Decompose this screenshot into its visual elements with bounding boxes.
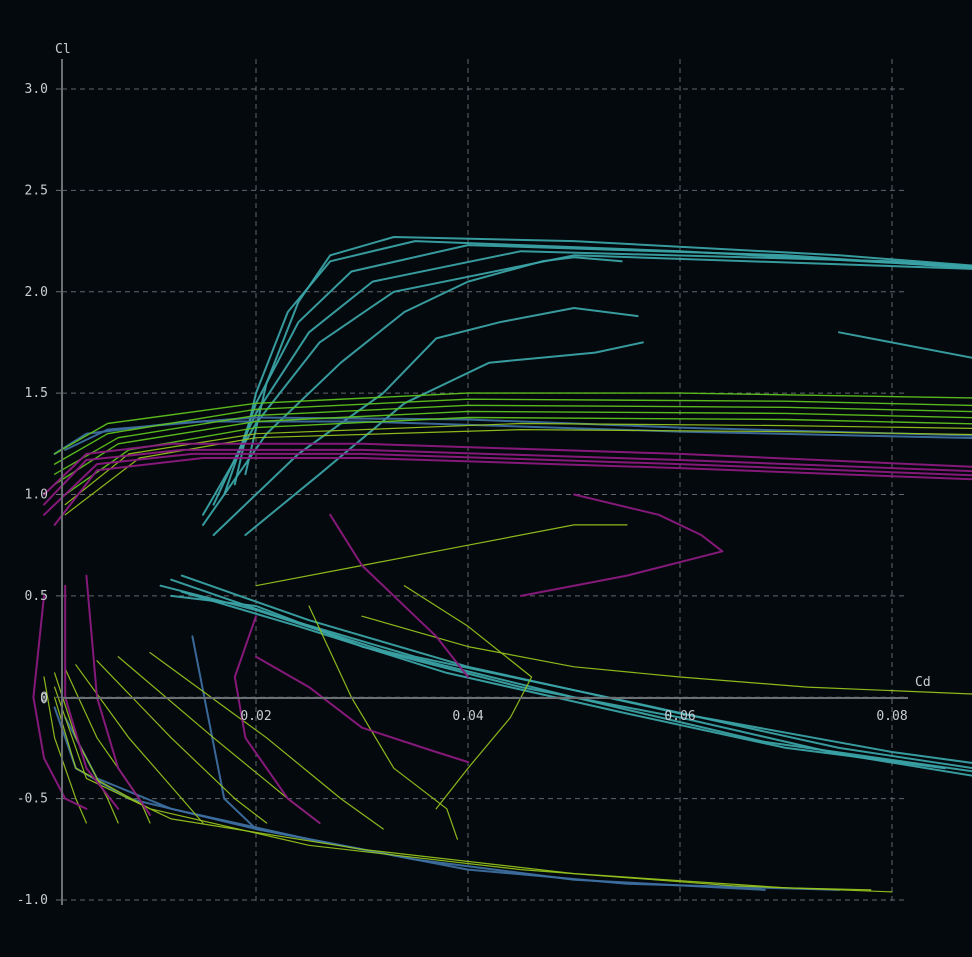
x-axis-label: Cd [915, 675, 931, 690]
y-tick-label: 2.0 [25, 285, 48, 300]
y-axis-label: Cl [55, 42, 71, 57]
series-line-26 [53, 696, 893, 893]
series-line-12 [180, 574, 972, 764]
y-tick-label: 0 [40, 690, 48, 705]
series-line-45 [85, 574, 151, 816]
y-tick-label: 1.5 [25, 386, 48, 401]
series-line-7 [244, 341, 644, 536]
x-tick-label: 0.04 [452, 709, 483, 724]
series-line-27 [53, 686, 872, 891]
series-line-42 [53, 457, 972, 526]
series-line-49 [233, 615, 321, 824]
series-line-29 [53, 672, 119, 824]
series-line-3 [212, 250, 972, 506]
y-tick-label: 1.0 [25, 488, 48, 503]
series-line-20 [53, 398, 972, 465]
x-tick-label: 0 [40, 692, 48, 707]
series-line-0 [244, 236, 972, 476]
series-group [32, 236, 972, 893]
y-tick-label: -0.5 [17, 792, 48, 807]
series-line-44 [64, 584, 120, 810]
x-tick-label: 0.02 [240, 709, 271, 724]
series-line-33 [117, 656, 321, 824]
x-tick-label: 0.06 [664, 709, 695, 724]
y-tick-label: -1.0 [17, 893, 48, 908]
y-tick-label: 0.5 [25, 589, 48, 604]
series-line-10 [159, 584, 972, 773]
series-line-32 [96, 660, 268, 824]
series-line-47 [520, 493, 724, 597]
series-line-40 [43, 448, 972, 506]
series-line-41 [43, 452, 972, 516]
series-line-21 [53, 404, 972, 475]
x-tick-label: 0.08 [876, 709, 907, 724]
series-line-28 [43, 676, 88, 824]
series-line-8 [838, 331, 972, 359]
series-line-13 [180, 590, 946, 770]
axes [61, 59, 908, 905]
series-line-15 [64, 420, 972, 451]
series-line-39 [43, 442, 972, 496]
series-line-18 [191, 635, 363, 851]
series-line-19 [53, 392, 972, 455]
tick-labels: -1.0-0.500.51.01.52.02.53.000.02 0.04 0.06… [17, 82, 908, 908]
series-line-46 [329, 513, 469, 678]
series-line-14 [53, 416, 972, 455]
series-line-23 [64, 416, 972, 496]
series-line-43 [32, 594, 88, 810]
y-tick-label: 2.5 [25, 183, 48, 198]
series-line-35 [308, 605, 458, 840]
series-line-11 [170, 578, 972, 770]
grid [62, 59, 908, 905]
series-line-48 [255, 655, 469, 764]
series-line-31 [75, 664, 204, 824]
y-tick-label: 3.0 [25, 82, 48, 97]
series-line-34 [149, 651, 384, 830]
series-line-38 [255, 524, 628, 587]
series-line-36 [361, 615, 972, 695]
